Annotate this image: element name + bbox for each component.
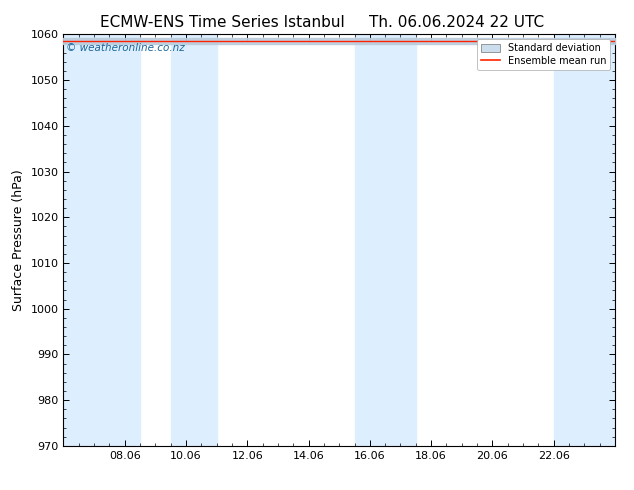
Legend: Standard deviation, Ensemble mean run: Standard deviation, Ensemble mean run	[477, 39, 610, 70]
Bar	[171, 34, 217, 446]
Text: ECMW-ENS Time Series Istanbul: ECMW-ENS Time Series Istanbul	[100, 15, 344, 30]
Text: Th. 06.06.2024 22 UTC: Th. 06.06.2024 22 UTC	[369, 15, 544, 30]
Bar	[553, 34, 615, 446]
Y-axis label: Surface Pressure (hPa): Surface Pressure (hPa)	[12, 169, 25, 311]
Bar	[354, 34, 416, 446]
Text: © weatheronline.co.nz: © weatheronline.co.nz	[67, 43, 185, 52]
Bar	[63, 34, 140, 446]
